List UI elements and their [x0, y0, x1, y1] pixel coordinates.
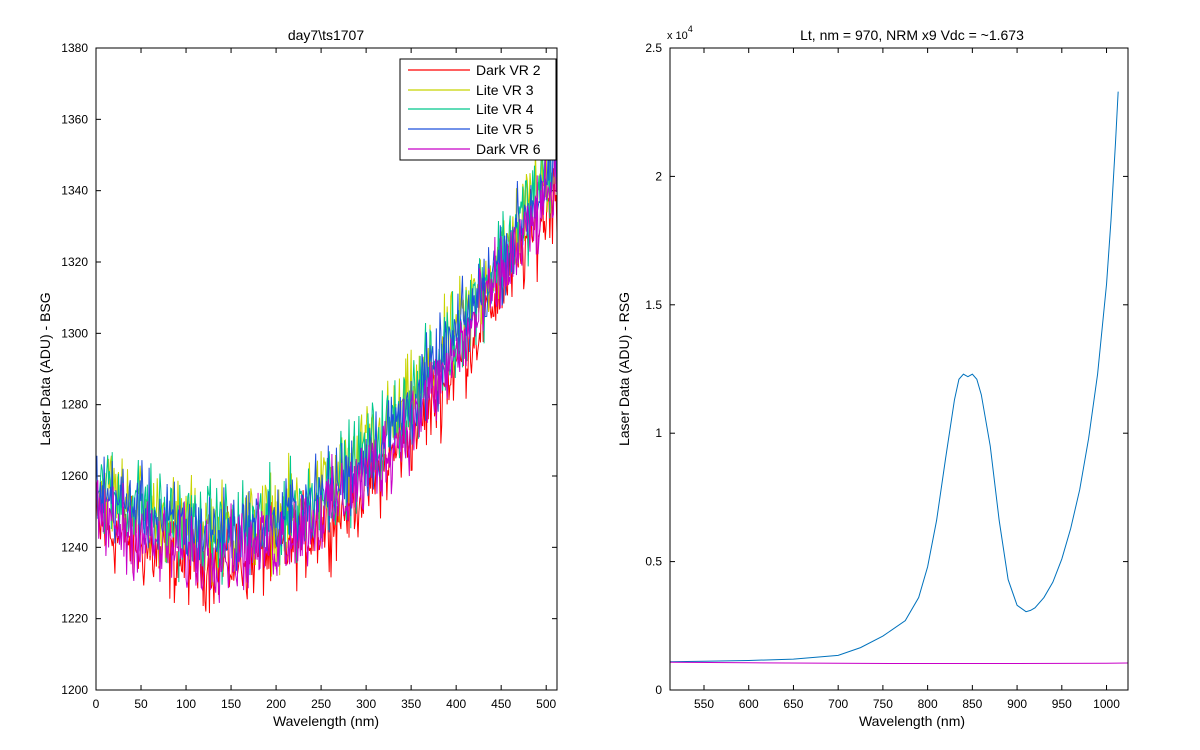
- left-x-tick-label: 450: [491, 697, 511, 711]
- right-y-axis-label: Laser Data (ADU) - RSG: [616, 292, 632, 446]
- right-x-tick-label: 850: [962, 697, 982, 711]
- multiplier-base: x 10: [667, 30, 688, 42]
- legend-item: Lite VR 3: [408, 82, 534, 98]
- left-x-tick-label: 250: [311, 697, 331, 711]
- left-x-tick-label: 200: [266, 697, 286, 711]
- left-x-tick-label: 50: [134, 697, 148, 711]
- right-series-group: [670, 91, 1128, 665]
- right-axis-ticks: 550 600 650 700 750 800 850 900 950 1000 0 0.5 1 1.5 2…: [645, 41, 1128, 711]
- right-y-tick-label: 1: [655, 426, 662, 440]
- right-x-tick-label: 650: [783, 697, 803, 711]
- multiplier-exponent: 4: [688, 24, 693, 34]
- left-x-tick-label: 300: [356, 697, 376, 711]
- right-x-tick-label: 800: [918, 697, 938, 711]
- left-y-tick-label: 1340: [61, 184, 88, 198]
- left-plot-area: [95, 47, 558, 691]
- right-y-tick-label: 2: [655, 169, 662, 183]
- legend-item: Lite VR 5: [408, 121, 534, 137]
- right-chart: Lt, nm = 970, NRM x9 Vdc = ~1.673 Laser …: [616, 24, 1129, 729]
- right-y-multiplier: x 104: [667, 24, 693, 42]
- legend-label: Lite VR 3: [476, 82, 534, 98]
- left-series-lite-vr-5: [96, 114, 557, 583]
- left-chart-title: day7\ts1707: [288, 27, 364, 43]
- right-x-tick-label: 900: [1007, 697, 1027, 711]
- left-series-group: [96, 114, 557, 614]
- left-x-tick-label: 500: [536, 697, 556, 711]
- left-axis-ticks: 0 50 100 150 200 250 300 350 400 450 500 1200 1220 12…: [61, 41, 557, 711]
- right-x-tick-label: 550: [694, 697, 714, 711]
- left-x-axis-label: Wavelength (nm): [273, 713, 379, 729]
- right-x-tick-label: 700: [828, 697, 848, 711]
- left-legend: Dark VR 2 Lite VR 3 Lite VR 4 Lite VR 5 …: [399, 58, 557, 161]
- left-x-tick-label: 350: [401, 697, 421, 711]
- left-x-tick-label: 100: [176, 697, 196, 711]
- legend-item: Lite VR 4: [408, 101, 534, 117]
- left-x-tick-label: 400: [446, 697, 466, 711]
- right-x-axis-label: Wavelength (nm): [859, 713, 965, 729]
- left-y-tick-label: 1300: [61, 326, 88, 340]
- left-y-tick-label: 1280: [61, 398, 88, 412]
- legend-label: Dark VR 2: [476, 62, 541, 78]
- left-series-dark-vr-6: [96, 148, 557, 603]
- right-x-tick-label: 950: [1052, 697, 1072, 711]
- right-x-tick-label: 1000: [1093, 697, 1120, 711]
- left-y-tick-label: 1240: [61, 540, 88, 554]
- left-y-axis-label: Laser Data (ADU) - BSG: [37, 292, 53, 445]
- right-series-1: [670, 91, 1119, 663]
- legend-item: Dark VR 6: [408, 141, 541, 157]
- left-chart: day7\ts1707 Laser Data (ADU) - BSG Wavel…: [37, 27, 558, 729]
- right-y-tick-label: 2.5: [645, 41, 662, 55]
- left-y-tick-label: 1360: [61, 112, 88, 126]
- left-y-tick-label: 1220: [61, 612, 88, 626]
- right-series-2: [670, 661, 1128, 665]
- legend-label: Lite VR 4: [476, 101, 534, 117]
- left-y-tick-label: 1380: [61, 41, 88, 55]
- left-series-lite-vr-4: [96, 143, 557, 585]
- right-y-tick-label: 1.5: [645, 298, 662, 312]
- left-x-tick-label: 150: [221, 697, 241, 711]
- left-y-tick-label: 1260: [61, 469, 88, 483]
- legend-label: Lite VR 5: [476, 121, 534, 137]
- right-y-tick-label: 0.5: [645, 555, 662, 569]
- right-x-tick-label: 750: [873, 697, 893, 711]
- right-chart-title: Lt, nm = 970, NRM x9 Vdc = ~1.673: [800, 27, 1024, 43]
- legend-label: Dark VR 6: [476, 141, 541, 157]
- left-y-tick-label: 1320: [61, 255, 88, 269]
- legend-item: Dark VR 2: [408, 62, 541, 78]
- right-x-tick-label: 600: [739, 697, 759, 711]
- right-plot-area: [669, 47, 1129, 691]
- right-y-tick-label: 0: [655, 683, 662, 697]
- left-y-tick-label: 1200: [61, 683, 88, 697]
- left-x-tick-label: 0: [93, 697, 100, 711]
